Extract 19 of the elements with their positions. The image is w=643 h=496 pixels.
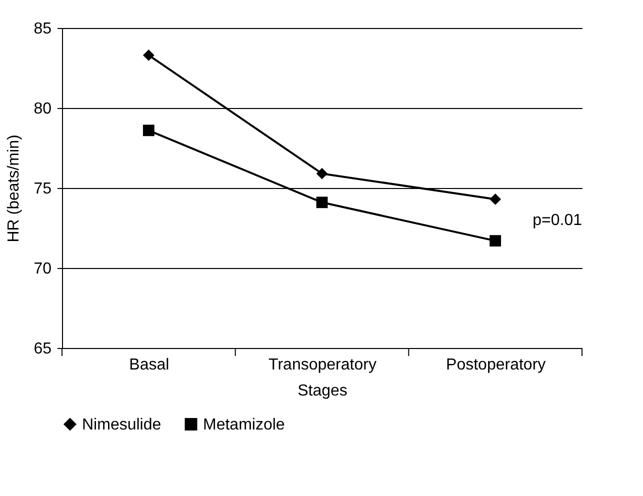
legend-label: Nimesulide <box>82 416 162 434</box>
point <box>316 168 328 180</box>
legend-label: Metamizole <box>203 416 285 434</box>
x-tick-label: Basal <box>129 356 170 374</box>
y-tick-label: 85 <box>34 20 52 38</box>
y-tick-label: 80 <box>34 100 52 118</box>
y-axis-title: HR (beats/min) <box>6 134 23 242</box>
x-tick-label: Transoperatory <box>268 356 376 374</box>
point <box>142 124 154 136</box>
x-tick-label: Postoperatory <box>446 356 546 374</box>
point <box>142 50 154 61</box>
annotation: p=0.01 <box>532 212 582 229</box>
x-axis-title: Stages <box>298 382 348 400</box>
point <box>490 235 502 246</box>
point <box>490 194 502 205</box>
y-tick-label: 75 <box>34 180 52 198</box>
point <box>316 196 328 208</box>
y-tick-label: 70 <box>34 260 52 278</box>
y-tick-label: 65 <box>34 340 52 358</box>
